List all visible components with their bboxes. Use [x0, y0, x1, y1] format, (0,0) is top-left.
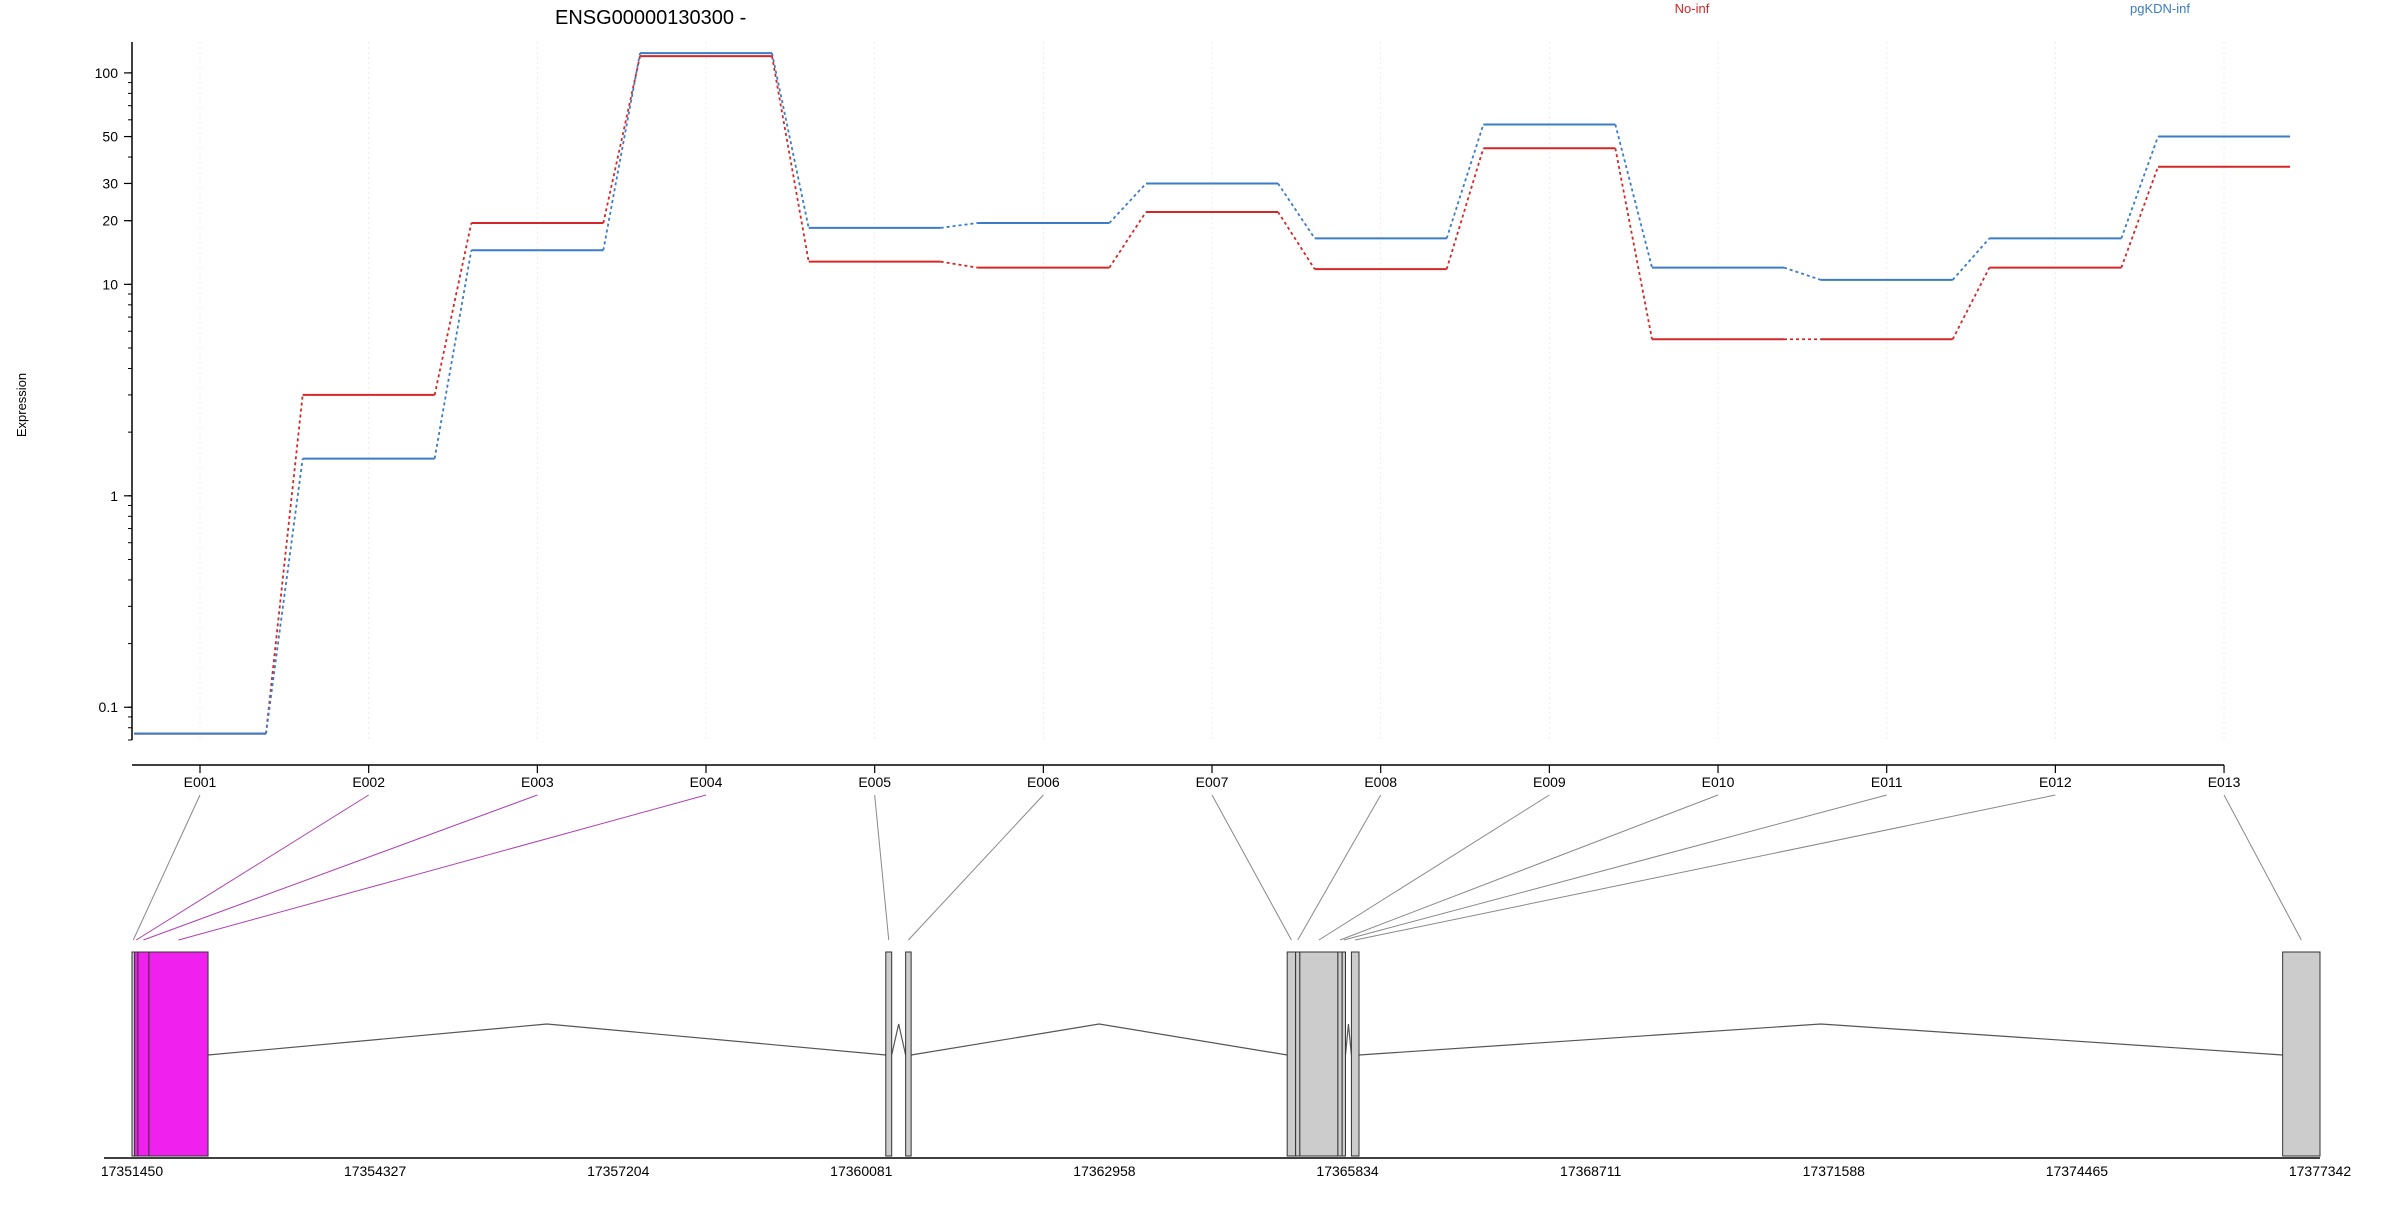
- exon-box-e011: [1341, 951, 1346, 1157]
- intron-line: [891, 1023, 907, 1056]
- x-tick-label-e004: E004: [690, 774, 723, 790]
- connector-no-inf-e003: [433, 222, 473, 396]
- connector-pgkdn-inf-e004: [602, 52, 641, 251]
- x-tick-label-e003: E003: [521, 774, 554, 790]
- genomic-tick-label-17360081: 17360081: [830, 1163, 893, 1179]
- exon-connector-e013: [2223, 794, 2302, 941]
- connector-no-inf-e005: [771, 55, 810, 262]
- genomic-tick-label-17374465: 17374465: [2046, 1163, 2109, 1179]
- connector-pgkdn-inf-e013: [2120, 136, 2159, 239]
- exon-connector-e008: [1297, 794, 1382, 941]
- connector-pgkdn-inf-e006: [940, 222, 978, 229]
- x-tick-label-e009: E009: [1533, 774, 1566, 790]
- genomic-tick-label-17371588: 17371588: [1803, 1163, 1866, 1179]
- exon-box-e010: [1337, 951, 1343, 1157]
- genomic-tick-label-17368711: 17368711: [1560, 1163, 1621, 1179]
- x-tick-label-e006: E006: [1027, 774, 1060, 790]
- exon-box-e007: [1286, 951, 1297, 1157]
- y-tick-label-100: 100: [95, 65, 119, 81]
- exon-connector-e009: [1318, 794, 1550, 941]
- exon-box-e004: [148, 951, 209, 1157]
- genomic-tick-label-17354327: 17354327: [344, 1163, 407, 1179]
- connector-pgkdn-inf-e007: [1108, 182, 1147, 224]
- x-tick-label-e002: E002: [352, 774, 385, 790]
- intron-line: [1358, 1023, 2283, 1056]
- connector-no-inf-e007: [1108, 211, 1147, 269]
- connector-no-inf-e008: [1277, 211, 1316, 270]
- exon-connector-e005: [874, 794, 890, 941]
- connector-no-inf-e002: [265, 394, 304, 734]
- x-tick-label-e012: E012: [2039, 774, 2072, 790]
- connector-no-inf-e006: [940, 260, 978, 269]
- x-tick-label-e005: E005: [858, 774, 891, 790]
- x-tick-label-e008: E008: [1364, 774, 1397, 790]
- exon-connector-e003: [143, 794, 538, 941]
- exon-box-e009: [1299, 951, 1339, 1157]
- exon-connector-e012: [1355, 794, 2056, 941]
- connector-no-inf-e013: [2120, 166, 2159, 268]
- y-tick-label-20: 20: [102, 213, 118, 229]
- connector-pgkdn-inf-e011: [1783, 266, 1821, 281]
- exon-connector-e007: [1211, 794, 1292, 941]
- connector-pgkdn-inf-e012: [1952, 237, 1991, 281]
- y-tick-label-50: 50: [102, 129, 118, 145]
- chart-title: ENSG00000130300 -: [555, 7, 746, 29]
- connector-pgkdn-inf-e008: [1277, 182, 1316, 239]
- exon-box-e005: [885, 951, 893, 1157]
- connector-pgkdn-inf-e005: [771, 52, 810, 229]
- genomic-tick-label-17377342: 17377342: [2289, 1163, 2352, 1179]
- exon-connector-e002: [135, 794, 369, 941]
- legend-label-pgkdn-inf: pgKDN-inf: [2130, 1, 2190, 16]
- genomic-tick-label-17357204: 17357204: [587, 1163, 650, 1179]
- y-tick-label-1: 1: [110, 488, 118, 504]
- exon-connector-e006: [908, 794, 1044, 941]
- intron-line: [911, 1023, 1288, 1056]
- connector-pgkdn-inf-e002: [265, 458, 304, 734]
- x-tick-label-e001: E001: [184, 774, 217, 790]
- exon-box-e003: [137, 951, 150, 1157]
- connector-no-inf-e009: [1445, 148, 1485, 270]
- x-tick-label-e011: E011: [1871, 774, 1903, 790]
- y-axis-label: Expression: [14, 373, 29, 437]
- exon-box-e006: [905, 951, 912, 1157]
- y-tick-label-30: 30: [102, 175, 118, 191]
- exon-box-e013: [2282, 951, 2321, 1157]
- genomic-tick-label-17351450: 17351450: [101, 1163, 164, 1179]
- connector-pgkdn-inf-e003: [433, 250, 473, 459]
- exon-connector-e010: [1339, 794, 1719, 941]
- connector-pgkdn-inf-e009: [1445, 124, 1485, 239]
- x-tick-label-e010: E010: [1702, 774, 1735, 790]
- x-tick-label-e013: E013: [2208, 774, 2241, 790]
- connector-no-inf-e012: [1951, 267, 1991, 340]
- connector-no-inf-e010: [1614, 148, 1653, 340]
- intron-line: [207, 1023, 886, 1056]
- exon-connector-e001: [132, 794, 201, 941]
- intron-line: [1344, 1023, 1353, 1056]
- genomic-tick-label-17365834: 17365834: [1316, 1163, 1379, 1179]
- y-tick-label-10: 10: [102, 276, 118, 292]
- exon-box-e002: [134, 951, 139, 1157]
- exon-box-e008: [1295, 951, 1301, 1157]
- exon-connector-e004: [178, 794, 707, 941]
- genomic-tick-label-17362958: 17362958: [1073, 1163, 1136, 1179]
- x-tick-label-e007: E007: [1196, 774, 1229, 790]
- exon-connector-e011: [1343, 794, 1887, 941]
- y-tick-label-0-1: 0.1: [99, 699, 119, 715]
- exon-box-e012: [1350, 951, 1360, 1157]
- connector-no-inf-e004: [602, 55, 641, 224]
- connector-pgkdn-inf-e010: [1614, 124, 1653, 268]
- legend-label-no-inf: No-inf: [1675, 1, 1710, 16]
